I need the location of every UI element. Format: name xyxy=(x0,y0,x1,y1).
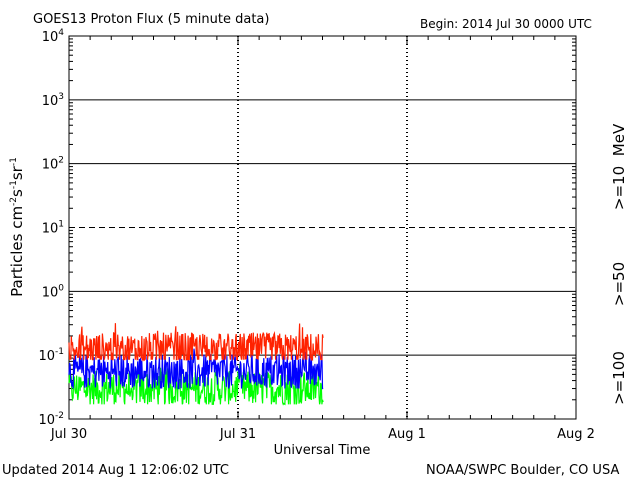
x-tick-label: Jul 31 xyxy=(219,427,256,442)
legend-unit: MeV xyxy=(610,123,628,156)
svg-text:Particles cm-2s-1sr-1: Particles cm-2s-1sr-1 xyxy=(8,157,26,297)
legend-series-10: >=10 xyxy=(610,166,628,210)
updated-timestamp: Updated 2014 Aug 1 12:06:02 UTC xyxy=(2,463,229,478)
y-tick-label: 104 xyxy=(42,28,65,45)
legend-series-50: >=50 xyxy=(610,262,628,306)
x-tick-labels: Jul 30 Jul 31 Aug 1 Aug 2 xyxy=(50,427,595,442)
x-axis-label: Universal Time xyxy=(274,443,371,458)
chart-title: GOES13 Proton Flux (5 minute data) xyxy=(33,12,269,27)
series-layer xyxy=(68,323,324,406)
legend: MeV >=10 >=50 >=100 xyxy=(610,123,628,405)
legend-series-100: >=100 xyxy=(610,351,628,405)
series-line xyxy=(68,348,324,390)
y-tick-label: 10-1 xyxy=(38,347,64,364)
y-tick-label: 101 xyxy=(42,220,64,237)
begin-label: Begin: 2014 Jul 30 0000 UTC xyxy=(420,17,592,31)
y-tick-label: 100 xyxy=(42,283,65,300)
x-tick-label: Aug 1 xyxy=(388,427,426,442)
y-tick-label: 10-2 xyxy=(38,411,64,428)
y-tick-labels: 104 103 102 101 100 10-1 10-2 xyxy=(38,28,64,428)
y-axis-label: Particles cm-2s-1sr-1 xyxy=(8,157,26,297)
y-tick-label: 102 xyxy=(42,156,64,173)
x-tick-label: Jul 30 xyxy=(50,427,87,442)
y-tick-label: 103 xyxy=(42,92,64,109)
x-tick-label: Aug 2 xyxy=(557,427,595,442)
series-line xyxy=(68,323,324,362)
source-label: NOAA/SWPC Boulder, CO USA xyxy=(426,463,619,478)
series-line xyxy=(68,363,324,406)
